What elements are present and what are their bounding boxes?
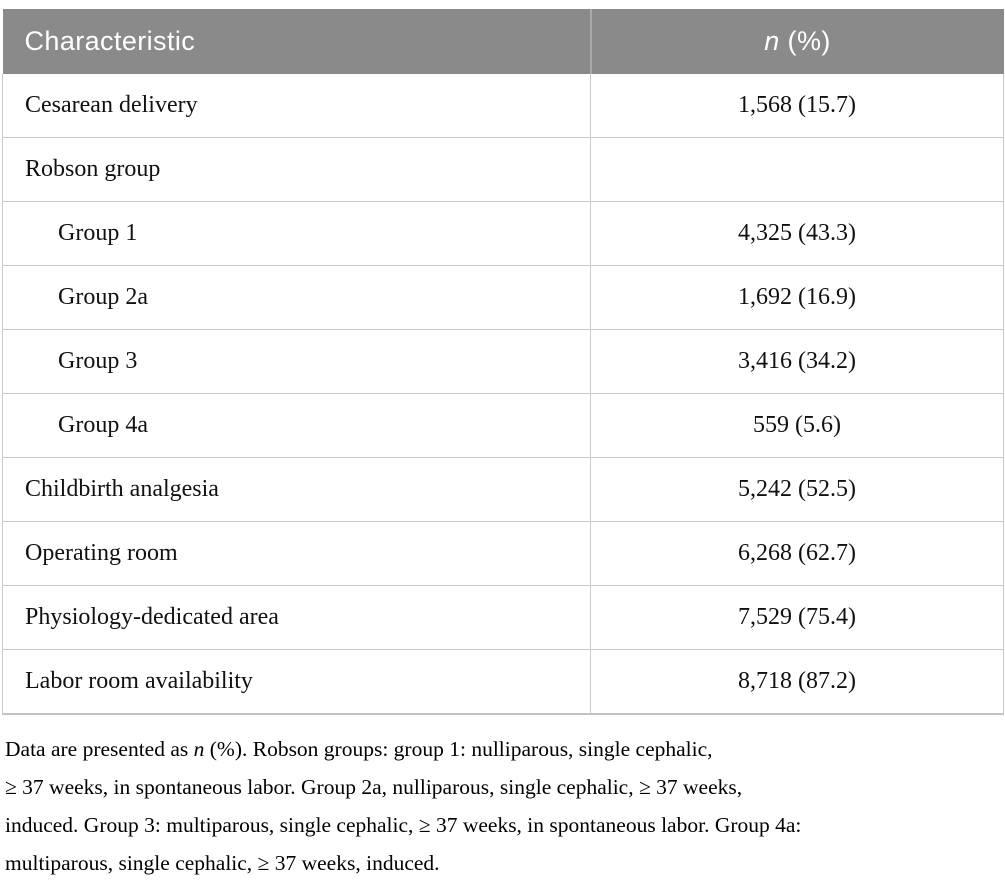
table-header-row: Characteristic n (%) xyxy=(2,9,1004,74)
col-header-n-italic: n xyxy=(764,26,780,56)
col-header-n-percent: n (%) xyxy=(589,9,1004,74)
row-value-cell: 8,718 (87.2) xyxy=(590,649,1004,715)
col-header-percent-label: (%) xyxy=(779,26,831,56)
row-value-cell: 7,529 (75.4) xyxy=(590,585,1004,650)
row-label-cell: Childbirth analgesia xyxy=(2,457,591,522)
row-label-cell: Physiology-dedicated area xyxy=(2,585,591,650)
row-label-cell: Labor room availability xyxy=(2,649,591,715)
col-header-characteristic-label: Characteristic xyxy=(24,26,196,56)
row-label-cell: Group 4a xyxy=(2,393,591,458)
footnote-italic-n: n xyxy=(193,737,205,761)
row-label-cell: Group 2a xyxy=(2,265,591,330)
row-value-cell: 1,568 (15.7) xyxy=(590,74,1004,138)
row-label-cell: Group 1 xyxy=(2,201,591,266)
table-footnote: Data are presented as n (%). Robson grou… xyxy=(2,730,1003,882)
table-row: Group 3 3,416 (34.2) xyxy=(2,329,1004,394)
footnote-line-2: ≥ 37 weeks, in spontaneous labor. Group … xyxy=(5,775,743,799)
row-value-cell: 5,242 (52.5) xyxy=(590,457,1004,522)
footnote-line1-pre: Data are presented as xyxy=(5,737,194,761)
table-row: Robson group xyxy=(2,137,1004,202)
table-row: Cesarean delivery 1,568 (15.7) xyxy=(2,74,1004,138)
row-value-cell: 3,416 (34.2) xyxy=(590,329,1004,394)
row-value-cell xyxy=(590,137,1004,202)
row-label-cell: Cesarean delivery xyxy=(2,74,591,138)
row-label-cell: Operating room xyxy=(2,521,591,586)
footnote-line1-post: (%). Robson groups: group 1: nulliparous… xyxy=(204,737,713,761)
col-header-characteristic: Characteristic xyxy=(2,9,591,74)
table-row: Group 1 4,325 (43.3) xyxy=(2,201,1004,266)
table-row: Group 2a 1,692 (16.9) xyxy=(2,265,1004,330)
table-row: Physiology-dedicated area 7,529 (75.4) xyxy=(2,585,1004,650)
row-label-cell: Group 3 xyxy=(2,329,591,394)
row-value-cell: 1,692 (16.9) xyxy=(590,265,1004,330)
table-row: Childbirth analgesia 5,242 (52.5) xyxy=(2,457,1004,522)
row-value-cell: 6,268 (62.7) xyxy=(590,521,1004,586)
table-row: Operating room 6,268 (62.7) xyxy=(2,521,1004,586)
footnote-line-3: induced. Group 3: multiparous, single ce… xyxy=(5,813,802,837)
row-label-cell: Robson group xyxy=(2,137,591,202)
row-value-cell: 4,325 (43.3) xyxy=(590,201,1004,266)
characteristics-table: Characteristic n (%) Cesarean delivery 1… xyxy=(2,9,1004,715)
table-row: Labor room availability 8,718 (87.2) xyxy=(2,649,1004,715)
footnote-line-1: Data are presented as n (%). Robson grou… xyxy=(5,730,1003,768)
row-value-cell: 559 (5.6) xyxy=(590,393,1004,458)
table-row: Group 4a 559 (5.6) xyxy=(2,393,1004,458)
footnote-line-4: multiparous, single cephalic, ≥ 37 weeks… xyxy=(5,851,440,875)
